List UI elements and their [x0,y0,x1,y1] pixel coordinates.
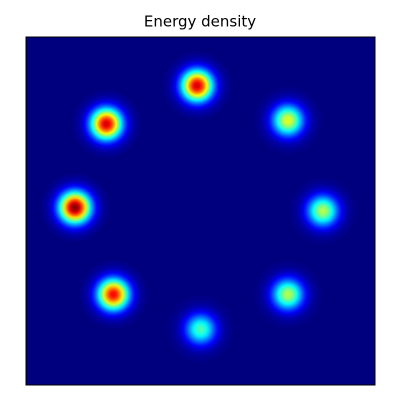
energy-blob [163,51,232,120]
energy-blob [288,177,357,245]
energy-blob [40,173,109,242]
energy-blob [72,90,141,158]
plot-frame [25,36,376,386]
blobs [40,51,357,364]
chart-title: Energy density [144,13,256,31]
energy-blob [253,260,322,329]
energy-blob [166,295,235,364]
energy-blob [79,260,148,329]
energy-blob [253,86,322,155]
